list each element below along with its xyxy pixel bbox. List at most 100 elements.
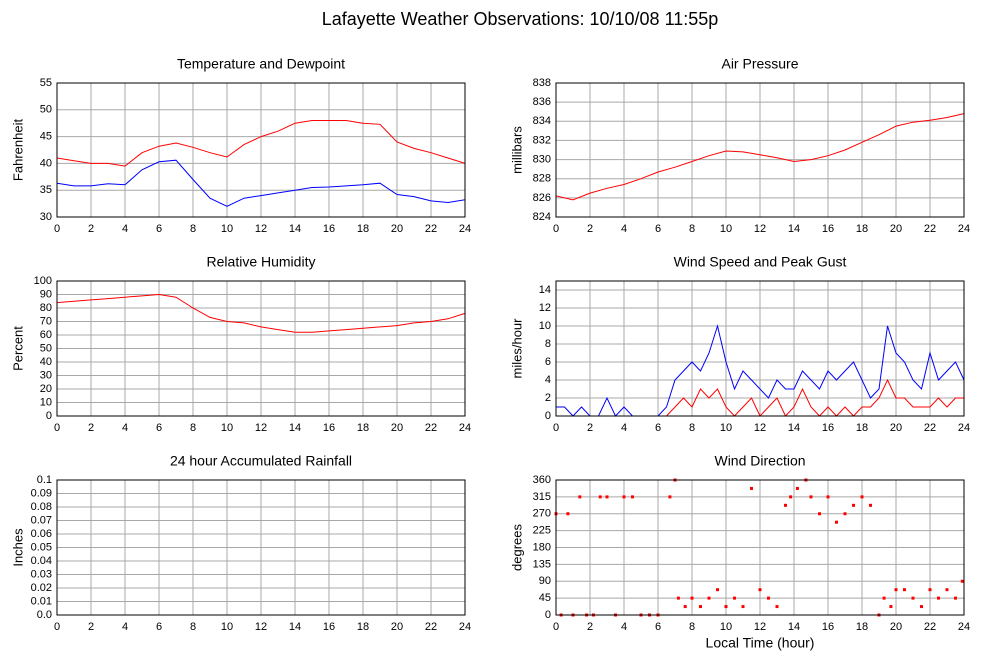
x-tick-label: 8 <box>190 223 196 235</box>
data-point <box>894 588 898 592</box>
data-point <box>566 512 570 516</box>
data-point <box>631 495 634 499</box>
plot-frame <box>56 280 466 417</box>
y-axis-label: millibars <box>509 126 524 174</box>
x-tick-label: 24 <box>958 621 970 633</box>
x-tick-label: 4 <box>122 422 128 434</box>
data-line <box>56 120 466 167</box>
data-point <box>945 588 949 592</box>
y-tick-label: 8 <box>545 338 551 350</box>
data-point <box>767 596 770 600</box>
x-tick-label: 4 <box>621 223 627 235</box>
y-tick-label: 838 <box>533 77 551 89</box>
y-tick-label: 836 <box>533 96 551 108</box>
x-tick-label: 22 <box>425 621 437 633</box>
x-tick-label: 4 <box>122 223 128 235</box>
chart-title: 24 hour Accumulated Rainfall <box>170 453 352 469</box>
y-tick-label: 35 <box>40 184 52 196</box>
y-tick-label: 50 <box>40 342 52 354</box>
x-tick-label: 14 <box>289 223 301 235</box>
x-tick-label: 0 <box>54 621 60 633</box>
x-tick-label: 14 <box>788 621 800 633</box>
x-tick-label: 10 <box>221 223 233 235</box>
x-tick-label: 4 <box>621 621 627 633</box>
y-tick-label: 0.06 <box>31 528 52 540</box>
data-point <box>835 520 838 524</box>
y-tick-label: 50 <box>40 104 52 116</box>
y-tick-label: 90 <box>40 288 52 300</box>
x-tick-label: 2 <box>587 422 593 434</box>
chart-title: Wind Direction <box>714 453 805 469</box>
x-tick-label: 2 <box>88 223 94 235</box>
y-tick-label: 828 <box>533 173 551 185</box>
chart-title: Temperature and Dewpoint <box>177 56 345 72</box>
y-tick-label: 0.1 <box>37 474 52 486</box>
x-tick-label: 14 <box>289 621 301 633</box>
y-tick-label: 2 <box>545 392 551 404</box>
data-point <box>598 495 602 499</box>
x-tick-label: 8 <box>689 621 695 633</box>
page-title: Lafayette Weather Observations: 10/10/08… <box>322 9 719 29</box>
x-tick-label: 22 <box>425 422 437 434</box>
y-tick-label: 826 <box>533 192 551 204</box>
x-tick-label: 0 <box>553 223 559 235</box>
x-tick-label: 6 <box>156 223 162 235</box>
data-point <box>784 503 787 507</box>
y-axis-label: degrees <box>509 524 524 571</box>
x-tick-label: 8 <box>190 422 196 434</box>
data-point <box>928 588 932 592</box>
y-tick-label: 4 <box>545 374 551 386</box>
data-point <box>716 588 719 592</box>
data-point <box>733 596 736 600</box>
x-tick-label: 20 <box>391 621 403 633</box>
x-tick-label: 6 <box>156 621 162 633</box>
data-point <box>809 495 813 499</box>
x-tick-label: 24 <box>958 223 970 235</box>
data-point <box>852 503 855 507</box>
y-tick-label: 0.02 <box>31 582 52 594</box>
y-tick-label: 0.09 <box>31 487 52 499</box>
x-tick-label: 18 <box>856 223 868 235</box>
x-tick-label: 24 <box>958 422 970 434</box>
x-tick-label: 16 <box>323 422 335 434</box>
y-tick-label: 55 <box>40 77 52 89</box>
data-point <box>960 579 964 583</box>
x-tick-label: 12 <box>754 422 766 434</box>
x-tick-label: 6 <box>655 422 661 434</box>
x-tick-label: 12 <box>255 223 267 235</box>
plot-frame <box>555 479 965 616</box>
x-tick-label: 2 <box>88 422 94 434</box>
x-tick-label: 12 <box>255 422 267 434</box>
y-tick-label: 0.08 <box>31 501 52 513</box>
data-point <box>795 486 799 490</box>
data-line <box>555 113 965 201</box>
x-tick-label: 20 <box>890 422 902 434</box>
x-tick-label: 8 <box>689 422 695 434</box>
x-tick-label: 10 <box>720 223 732 235</box>
x-tick-label: 0 <box>553 621 559 633</box>
data-point <box>758 588 762 592</box>
x-tick-label: 16 <box>822 621 834 633</box>
y-tick-label: 30 <box>40 369 52 381</box>
data-point <box>724 605 728 609</box>
y-tick-label: 90 <box>539 575 551 587</box>
data-line <box>556 324 965 417</box>
data-point <box>690 596 694 600</box>
x-tick-label: 4 <box>621 422 627 434</box>
y-tick-label: 135 <box>533 558 551 570</box>
y-tick-label: 60 <box>40 329 52 341</box>
x-tick-label: 20 <box>890 223 902 235</box>
y-tick-label: 40 <box>40 157 52 169</box>
y-tick-label: 14 <box>539 284 551 296</box>
x-tick-label: 10 <box>221 422 233 434</box>
x-tick-label: 2 <box>587 223 593 235</box>
y-tick-label: 70 <box>40 315 52 327</box>
x-tick-label: 10 <box>720 422 732 434</box>
x-tick-label: 4 <box>122 621 128 633</box>
x-tick-label: 12 <box>255 621 267 633</box>
data-point <box>578 495 582 499</box>
y-tick-label: 0 <box>545 410 551 422</box>
y-axis-label: Inches <box>10 528 25 567</box>
data-point <box>882 596 886 600</box>
data-point <box>937 596 940 600</box>
